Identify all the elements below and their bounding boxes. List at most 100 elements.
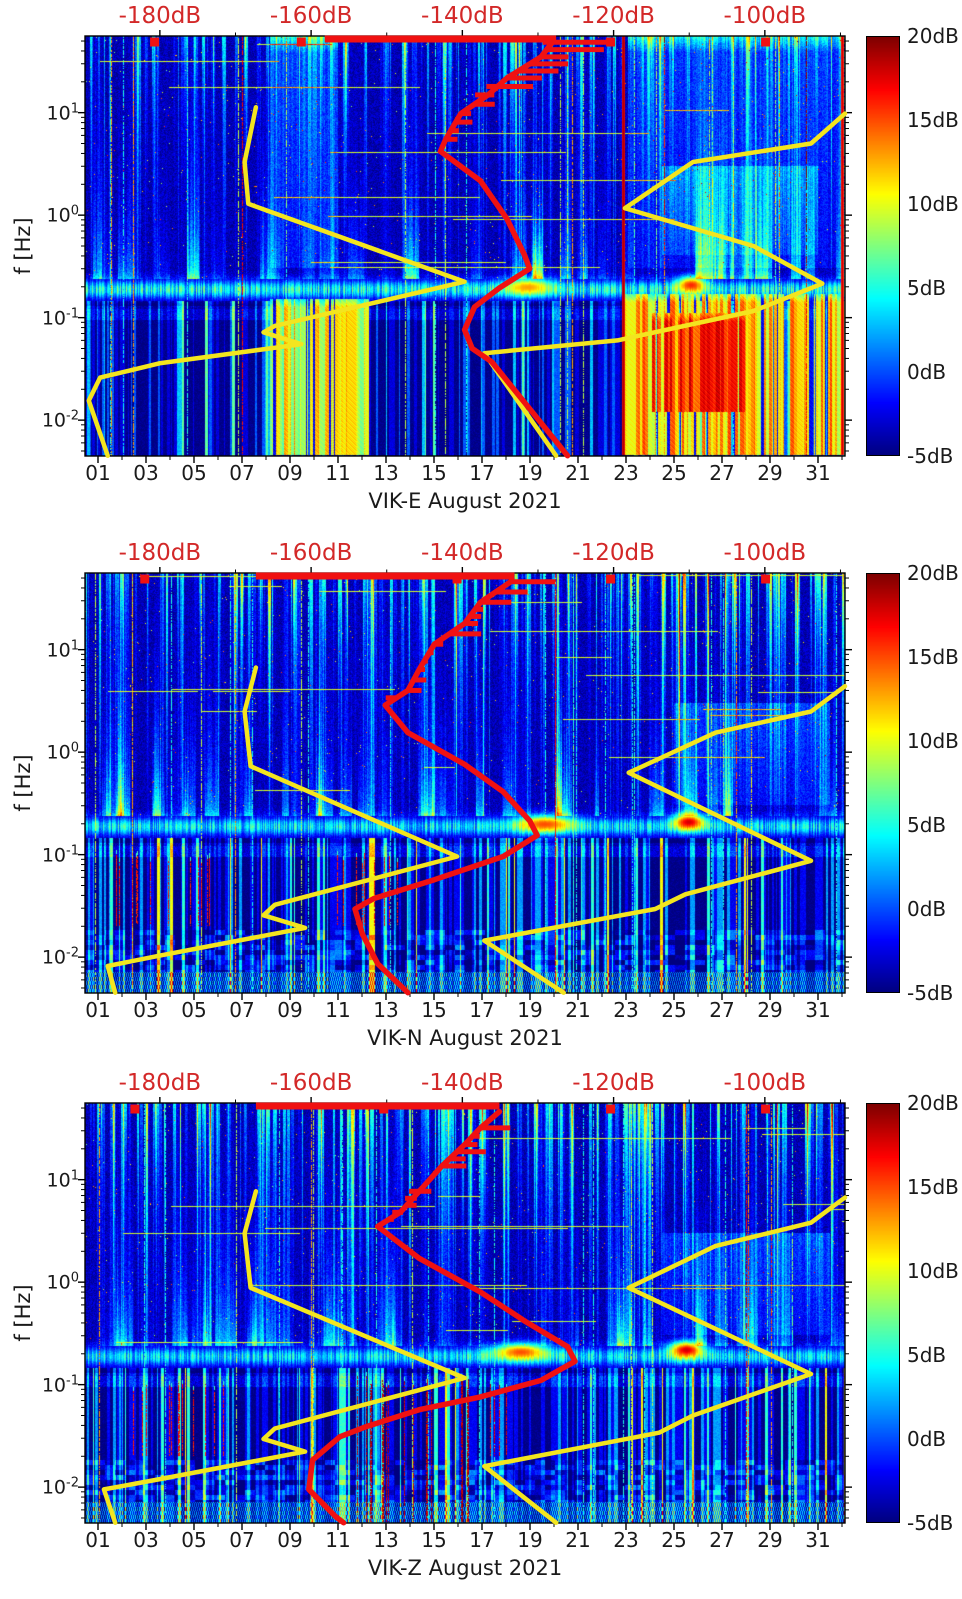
y-axis-tick-label: 10-1 [42, 1373, 79, 1396]
x-axis-tick-label: 09 [277, 461, 303, 485]
colorbar-tick-label: -5dB [907, 981, 954, 1005]
y-tick-exponent: 1 [70, 637, 79, 653]
x-axis-tick-label: 25 [661, 1528, 687, 1552]
x-axis-tick-label: 13 [373, 1528, 399, 1552]
x-axis-tick-label: 17 [469, 998, 495, 1022]
y-tick-exponent: 0 [70, 740, 79, 756]
x-axis-tick-label: 19 [517, 461, 543, 485]
top-axis-tick-label: -100dB [723, 1070, 807, 1096]
y-axis-label: f [Hz] [11, 217, 35, 275]
colorbar-tick-label: 5dB [907, 276, 947, 300]
panel-title: VIK-N August 2021 [367, 1026, 563, 1050]
colorbar-tick-label: 10dB [907, 1259, 959, 1283]
colorbar-tick-label: 0dB [907, 360, 947, 384]
y-axis-tick-label: 10-2 [42, 408, 79, 431]
panel-title: VIK-E August 2021 [368, 489, 562, 513]
x-axis-tick-label: 21 [565, 998, 591, 1022]
x-axis-tick-label: 15 [421, 998, 447, 1022]
x-axis-tick-label: 17 [469, 1528, 495, 1552]
y-tick-mantissa: 10 [41, 409, 67, 432]
y-tick-exponent: 1 [70, 100, 79, 116]
x-axis-tick-label: 31 [805, 998, 831, 1022]
x-axis-tick-label: 07 [229, 1528, 255, 1552]
x-axis-tick-label: 01 [85, 998, 111, 1022]
x-axis-tick-label: 15 [421, 1528, 447, 1552]
y-tick-mantissa: 10 [41, 1476, 67, 1499]
x-axis-tick-label: 25 [661, 461, 687, 485]
x-axis-tick-label: 15 [421, 461, 447, 485]
y-axis-tick-label: 10-1 [42, 306, 79, 329]
colorbar-tick-label: 5dB [907, 813, 947, 837]
x-axis-tick-label: 23 [613, 998, 639, 1022]
y-axis-label: f [Hz] [11, 754, 35, 812]
top-axis-tick-label: -180dB [118, 3, 202, 29]
colorbar-gradient [866, 36, 900, 456]
x-axis-tick-label: 03 [133, 1528, 159, 1552]
x-axis-tick-label: 13 [373, 461, 399, 485]
y-tick-exponent: 1 [70, 1167, 79, 1183]
panel-vik-n: f [Hz] VIK-N August 2021 -180dB -160dB -14… [0, 537, 962, 1070]
y-tick-exponent: -1 [66, 305, 79, 321]
x-axis-tick-label: 19 [517, 1528, 543, 1552]
x-axis-tick-label: 01 [85, 1528, 111, 1552]
x-axis-tick-label: 07 [229, 461, 255, 485]
x-axis-tick-label: 19 [517, 998, 543, 1022]
top-axis-tick-label: -100dB [723, 3, 807, 29]
y-axis-label: f [Hz] [11, 1284, 35, 1342]
top-axis-tick-label: -100dB [723, 540, 807, 566]
top-axis-tick-label: -140dB [421, 540, 504, 566]
colorbar-tick-label: -5dB [907, 1511, 954, 1535]
y-tick-exponent: -2 [66, 945, 79, 961]
colorbar-tick-label: 0dB [907, 897, 947, 921]
colorbar-tick-label: 5dB [907, 1343, 947, 1367]
panel-vik-z: f [Hz] VIK-Z August 2021 -180dB -160dB -14… [0, 1067, 962, 1599]
colorbar-tick-label: 15dB [907, 645, 959, 669]
y-axis-tick-label: 100 [47, 203, 79, 226]
y-tick-mantissa: 10 [41, 1374, 67, 1397]
y-tick-mantissa: 10 [46, 204, 71, 227]
x-axis-tick-label: 23 [613, 1528, 639, 1552]
y-tick-exponent: -1 [66, 842, 79, 858]
colorbar-tick-label: 10dB [907, 192, 959, 216]
colorbar-gradient [866, 1103, 900, 1523]
top-axis-tick-label: -180dB [118, 540, 202, 566]
y-axis-tick-label: 10-2 [42, 945, 79, 968]
x-axis-tick-label: 25 [661, 998, 687, 1022]
y-axis-tick-label: 10-2 [42, 1475, 79, 1498]
x-axis-tick-label: 27 [709, 461, 735, 485]
x-axis-tick-label: 11 [325, 998, 351, 1022]
y-axis-tick-label: 10-1 [42, 843, 79, 866]
spectrogram-heatmap-vik-z [85, 1103, 845, 1523]
x-axis-tick-label: 27 [709, 998, 735, 1022]
y-tick-mantissa: 10 [41, 844, 67, 867]
y-tick-exponent: -2 [66, 408, 79, 424]
y-tick-exponent: 0 [70, 203, 79, 219]
panel-title: VIK-Z August 2021 [367, 1556, 563, 1580]
x-axis-tick-label: 03 [133, 998, 159, 1022]
x-axis-tick-label: 11 [325, 461, 351, 485]
y-axis-tick-label: 100 [47, 740, 79, 763]
colorbar-tick-label: 15dB [907, 1175, 959, 1199]
panel-vik-e: f [Hz] VIK-E August 2021 -180dB -160dB -14… [0, 0, 962, 533]
x-axis-tick-label: 17 [469, 461, 495, 485]
y-axis-tick-label: 101 [47, 101, 79, 124]
top-axis-tick-label: -120dB [572, 1070, 655, 1096]
colorbar-tick-label: 15dB [907, 108, 959, 132]
x-axis-tick-label: 23 [613, 461, 639, 485]
x-axis-tick-label: 07 [229, 998, 255, 1022]
x-axis-tick-label: 29 [757, 1528, 783, 1552]
colorbar-tick-label: 20dB [907, 24, 959, 48]
y-tick-mantissa: 10 [46, 741, 71, 764]
y-tick-mantissa: 10 [46, 102, 71, 125]
spectrogram-heatmap-vik-e [85, 36, 845, 456]
x-axis-tick-label: 03 [133, 461, 159, 485]
x-axis-tick-label: 29 [757, 998, 783, 1022]
colorbar-gradient [866, 573, 900, 993]
y-tick-mantissa: 10 [46, 1169, 71, 1192]
y-tick-mantissa: 10 [41, 946, 67, 969]
colorbar-tick-label: 20dB [907, 1091, 959, 1115]
top-axis-tick-label: -160dB [269, 1070, 353, 1096]
y-tick-exponent: -1 [66, 1372, 79, 1388]
x-axis-tick-label: 31 [805, 461, 831, 485]
y-tick-exponent: 0 [70, 1270, 79, 1286]
